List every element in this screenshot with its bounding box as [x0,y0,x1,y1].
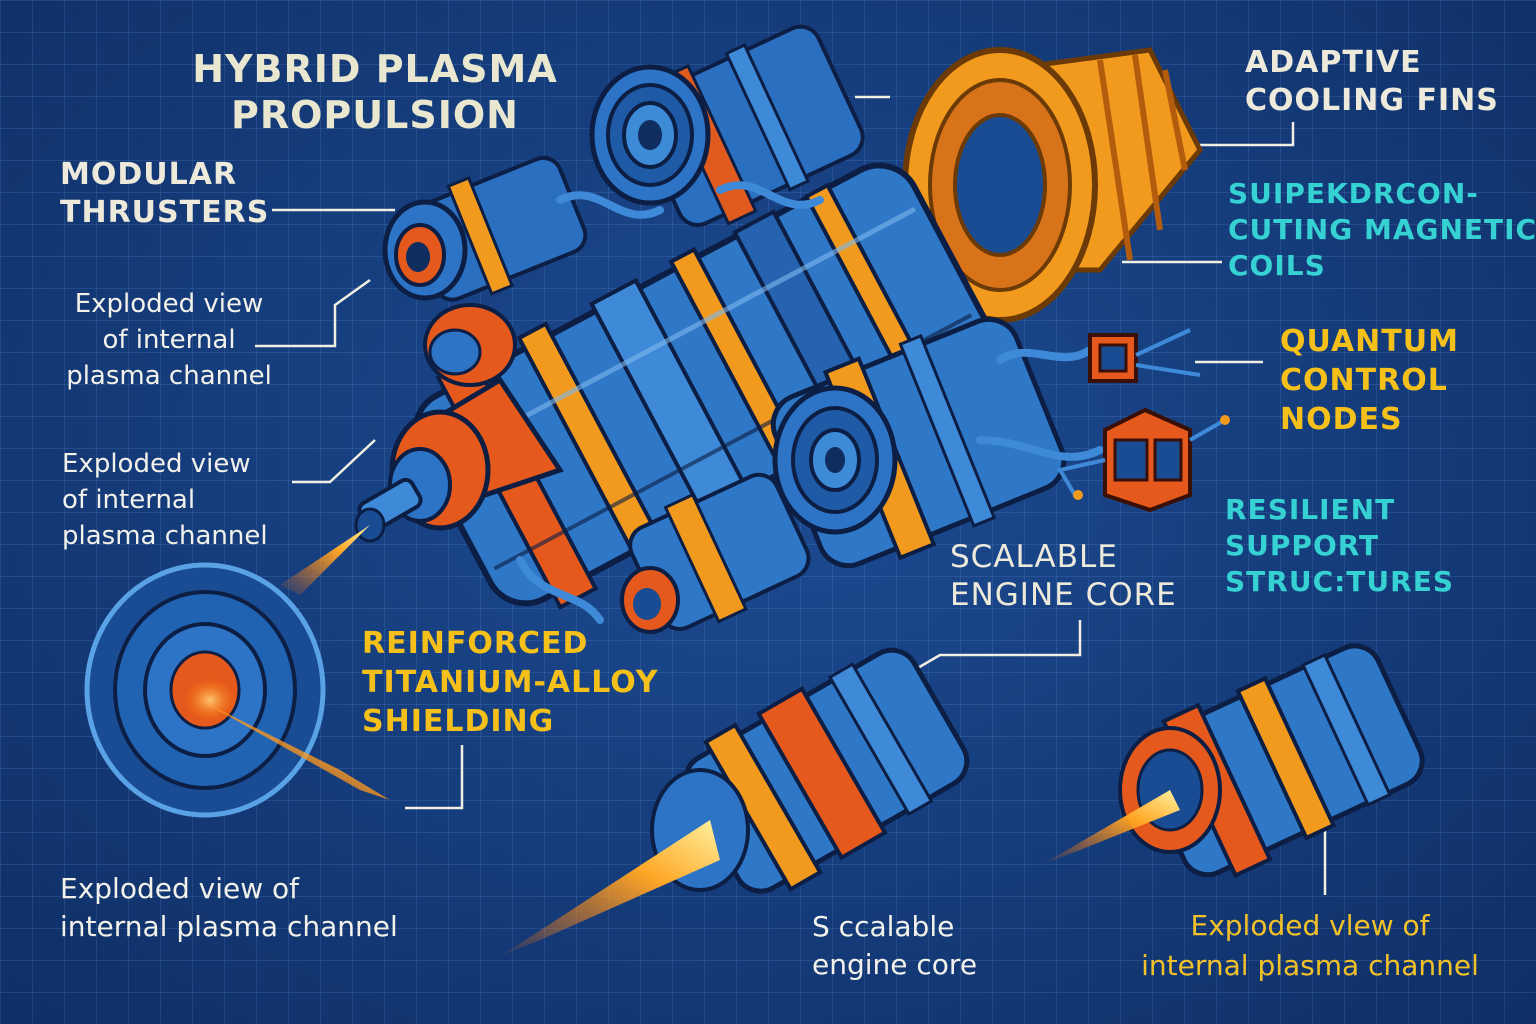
label-resilient-support: RESILIENT SUPPORT STRUC:TURES [1225,493,1454,598]
label-reinforced-shielding: REINFORCED TITANIUM-ALLOY SHIELDING [362,626,659,739]
exploded-view-right [1040,643,1425,879]
label-modular-thrusters: MODULAR THRUSTERS [60,157,270,230]
secondary-cylinder-face [772,385,898,535]
exploded-view-left [84,562,390,818]
label-quantum-control-nodes: QUANTUM CONTROL NODES [1280,324,1459,437]
quantum-control-node-1 [1088,328,1201,383]
label-exploded-view-2: Exploded view of internal plasma channel [62,449,268,551]
diagram-title: HYBRID PLASMA PROPULSION [192,47,558,137]
cooling-fins [902,47,1203,323]
exploded-view-center [490,647,970,960]
main-plasma-jet [280,525,370,595]
label-scalable-engine-core-small: S ccalable engine core [812,910,978,981]
modular-thruster-bore [406,242,430,272]
bottom-thruster-bore [633,588,661,620]
label-exploded-view-3: Exploded view of internal plasma channel [60,872,398,943]
label-superconducting-coils: SUIPEKDRCON- CUTING MAGNETIC COILS [1228,177,1536,282]
label-adaptive-cooling-fins: ADAPTIVE COOLING FINS [1245,45,1499,118]
coolant-piping [516,181,1104,624]
label-scalable-engine-core: SCALABLE ENGINE CORE [950,539,1177,613]
main-engine-assembly [280,24,1203,634]
label-exploded-view-4: Exploded vlew of internal plasma channel [1141,909,1479,982]
quantum-control-node-2 [1056,407,1230,513]
label-exploded-view-1: Exploded view of internal plasma channel [66,289,272,391]
orange-coupling [423,303,517,387]
rear-thruster-ring [589,64,711,206]
forward-nozzle [354,376,564,543]
